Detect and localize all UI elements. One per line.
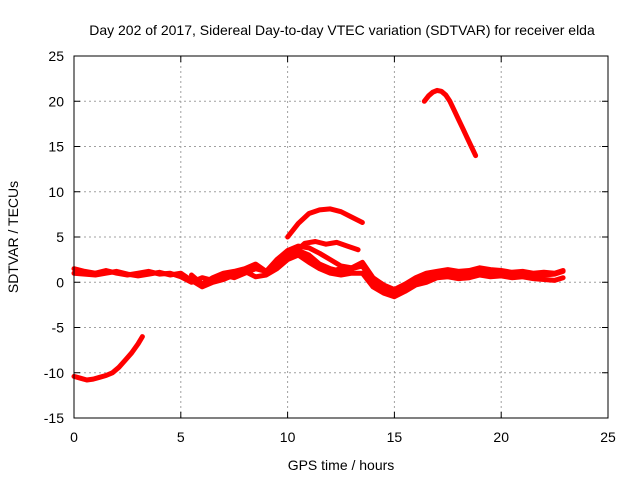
series-baseline-band-3 <box>189 243 566 292</box>
y-tick-label: 15 <box>48 139 64 155</box>
y-tick-label: 10 <box>48 184 64 200</box>
x-tick-label: 10 <box>280 429 296 445</box>
series-high-arc <box>421 87 479 159</box>
x-tick-label: 0 <box>70 429 78 445</box>
y-tick-label: -5 <box>52 320 65 336</box>
y-tick-label: -10 <box>44 365 64 381</box>
series-hump-upper <box>285 206 365 240</box>
x-axis-label: GPS time / hours <box>288 457 395 473</box>
tick-layer: 0 5 10 15 20 25 -15 -10 -5 0 5 10 15 20 25 <box>44 48 616 445</box>
y-axis-label: SDTVAR / TECUs <box>5 181 21 293</box>
y-tick-label: 0 <box>56 274 64 290</box>
series-hump-mid <box>291 239 361 256</box>
series-negative-arc <box>71 334 145 383</box>
x-tick-label: 15 <box>387 429 403 445</box>
y-tick-label: 25 <box>48 48 64 64</box>
x-tick-label: 25 <box>600 429 616 445</box>
y-tick-label: 5 <box>56 229 64 245</box>
x-tick-label: 20 <box>493 429 509 445</box>
y-tick-label: 20 <box>48 93 64 109</box>
grid-layer <box>74 56 608 418</box>
x-tick-label: 5 <box>177 429 185 445</box>
series-hump-low <box>295 252 355 274</box>
y-tick-label: -15 <box>44 410 64 426</box>
chart-title: Day 202 of 2017, Sidereal Day-to-day VTE… <box>89 22 595 38</box>
series-layer <box>71 87 566 383</box>
